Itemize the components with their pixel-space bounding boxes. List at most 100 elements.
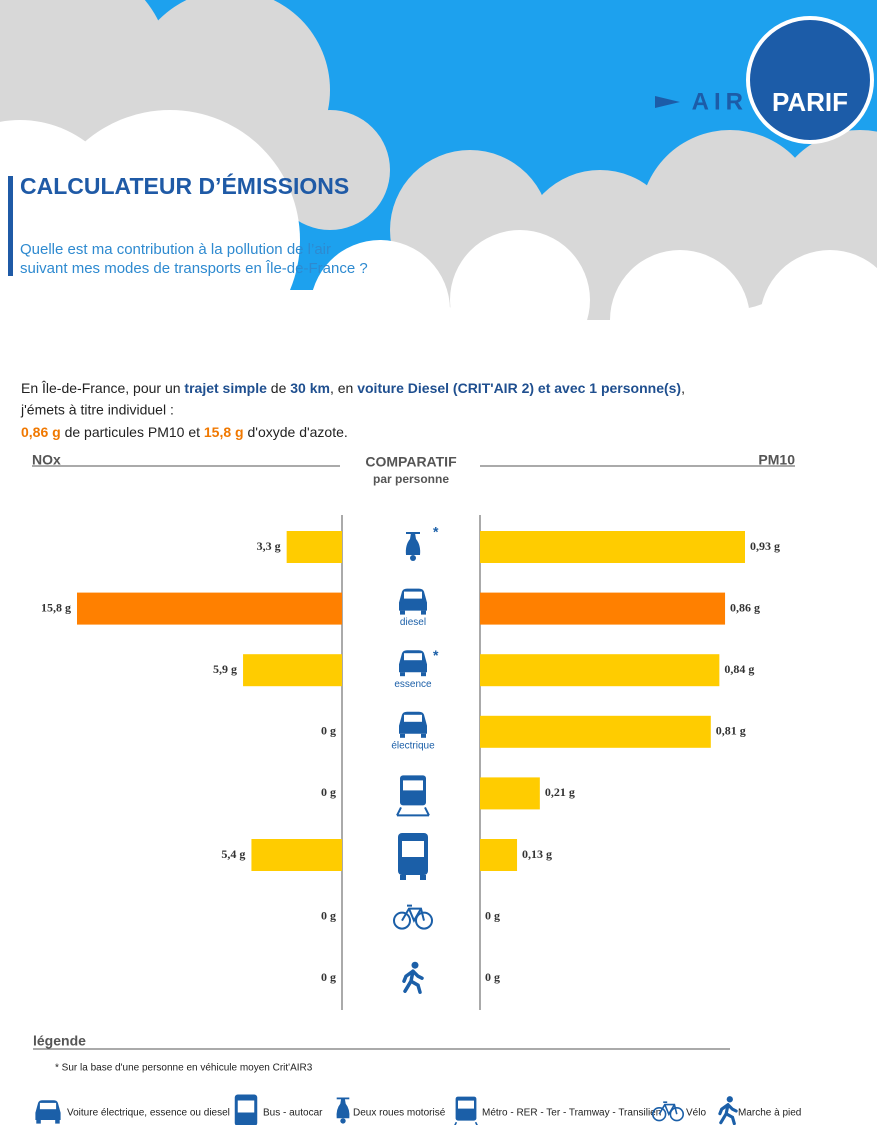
summary-line: En Île-de-France, pour un trajet simple … [21, 380, 685, 396]
left-header: NOx [32, 452, 61, 468]
icon-part [403, 780, 423, 791]
bar-right [480, 592, 726, 625]
logo-air: AIR [692, 88, 748, 115]
text: de particules PM10 et [61, 424, 204, 440]
logo-arrow [655, 96, 680, 108]
icon-bus [234, 1094, 258, 1125]
legend-item: Métro - RER - Ter - Tramway - Transilien [482, 1108, 661, 1119]
value-label: 0,13 g [522, 847, 552, 861]
right-header: PM10 [758, 452, 795, 468]
icon-metro [454, 1096, 478, 1125]
icon-walk [718, 1096, 738, 1125]
icon-part [396, 806, 430, 817]
category-note: * [433, 524, 439, 540]
icon-part [404, 591, 422, 599]
value-label: 0,81 g [716, 724, 746, 738]
clouds-white [0, 110, 877, 1125]
bar-left [251, 839, 342, 871]
category-note: * [433, 647, 439, 663]
text: , [681, 380, 685, 396]
value-label: 5,4 g [221, 847, 245, 861]
icon-part [420, 875, 426, 880]
icon-bus [398, 833, 428, 880]
subtitle: suivant mes modes de transports en Île-d… [20, 260, 368, 277]
text: d'oxyde d'azote. [244, 424, 348, 440]
bar-right [480, 777, 540, 810]
icon-part [458, 1100, 474, 1109]
icon-part [340, 1118, 346, 1124]
value-label: 0 g [321, 970, 336, 984]
icon-part [421, 672, 426, 677]
subtitle: Quelle est ma contribution à la pollutio… [20, 241, 331, 258]
title: CALCULATEUR D’ÉMISSIONS [20, 172, 349, 199]
value-label: 0,93 g [750, 539, 780, 553]
text: voiture Diesel (CRIT'AIR 2) et avec 1 pe… [357, 380, 681, 396]
bar-left [286, 531, 342, 563]
icon-car [399, 711, 427, 738]
icon-part [651, 1106, 667, 1122]
icon-part [39, 1102, 57, 1110]
category-label: diesel [400, 617, 426, 628]
text: trajet simple [184, 380, 267, 396]
icon-part [400, 875, 406, 880]
value-label: 0,84 g [724, 662, 754, 676]
icon-part [402, 969, 424, 994]
bar-right [480, 654, 720, 687]
icon-scooter [405, 532, 421, 561]
icon-part [336, 1098, 350, 1119]
value-label: 5,9 g [213, 662, 237, 676]
icon-part [400, 733, 405, 738]
title-bar [8, 176, 13, 276]
icon-part [55, 1120, 60, 1124]
icon-part [421, 733, 426, 738]
text: 0,86 g [21, 424, 61, 440]
icon-car [399, 650, 427, 677]
icon-bike [651, 1101, 685, 1122]
value-label: 0 g [321, 908, 336, 922]
chart-subtitle: par personne [373, 472, 449, 486]
logo-circle [746, 16, 874, 144]
legend-item: Vélo [686, 1108, 706, 1119]
value-label: 0,86 g [730, 600, 760, 614]
icon-part [454, 1121, 478, 1125]
icon-car [399, 588, 427, 615]
value-label: 0 g [321, 724, 336, 738]
icon-part [404, 714, 422, 722]
value-label: 0 g [485, 908, 500, 922]
icon-part [401, 904, 425, 923]
text: , en [330, 380, 357, 396]
icon-car [35, 1100, 61, 1124]
icon-part [402, 841, 424, 857]
text: de [267, 380, 290, 396]
legend-item: Bus - autocar [263, 1108, 323, 1119]
chart-title: COMPARATIF [365, 454, 457, 470]
value-label: 15,8 g [41, 600, 71, 614]
icon-part [421, 610, 426, 615]
legend-item: Voiture électrique, essence ou diesel [67, 1108, 230, 1119]
icon-part [400, 610, 405, 615]
icon-part [726, 1096, 733, 1103]
icon-part [405, 533, 421, 555]
bar-right [480, 715, 711, 748]
icon-walk [402, 961, 424, 994]
icon-bike [393, 904, 433, 930]
icon-part [400, 672, 405, 677]
icon-part [237, 1100, 255, 1113]
summary-line: 0,86 g de particules PM10 et 15,8 g d'ox… [21, 424, 348, 440]
logo-parif: PARIF [772, 87, 848, 117]
icon-metro [396, 775, 430, 817]
value-label: 3,3 g [257, 539, 281, 553]
icon-part [404, 653, 422, 661]
value-label: 0,21 g [545, 785, 575, 799]
icon-part [393, 911, 411, 930]
legend-title: légende [33, 1033, 86, 1049]
category-label: électrique [391, 740, 435, 751]
icon-scooter [336, 1097, 350, 1124]
category-label: essence [394, 679, 432, 690]
bar-left [243, 654, 342, 687]
value-label: 0 g [485, 970, 500, 984]
legend-item: Deux roues motorisé [353, 1108, 446, 1119]
text: En Île-de-France, pour un [21, 380, 184, 396]
